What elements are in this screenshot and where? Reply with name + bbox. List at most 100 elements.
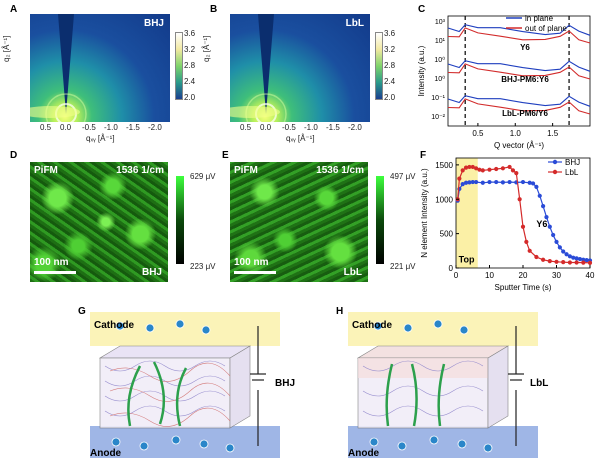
panel-g-cathode: Cathode [94, 320, 134, 331]
panel-f-series-1-point-16 [520, 224, 526, 229]
panel-f-series-0-point-31 [584, 257, 589, 263]
panel-b-cbar-tick-2: 2.8 [384, 61, 396, 70]
panel-b-x-tick-3: -1.0 [304, 123, 318, 132]
panel-d-letter: D [10, 150, 18, 161]
panel-a-x-axis-label: qₓᵧ [Å⁻¹] [86, 134, 115, 143]
panel-f-series-0-point-22 [554, 239, 559, 244]
panel-f-x-tick-3: 30 [552, 271, 561, 280]
panel-f-series-0-point-7 [480, 180, 485, 185]
panel-b-x-tick-4: -1.5 [326, 123, 340, 132]
panel-f-series-1-point-25 [574, 260, 579, 265]
panel-b-cbar-tick-3: 2.4 [384, 77, 396, 86]
panel-c-series-1-trace-2 [447, 98, 591, 115]
panel-b-y-axis-label: q₂ [Å⁻¹] [202, 35, 211, 62]
panel-d-wavenumber: 1536 1/cm [116, 165, 164, 176]
panel-a-label: BHJ [143, 18, 164, 29]
panel-f-series-0-point-15 [530, 181, 536, 186]
panel-c-y-tick-3: 10⁰ [434, 75, 445, 83]
panel-d-scale-bar [34, 271, 76, 274]
panel-f-series-1-point-12 [507, 164, 512, 170]
panel-b-colorbar [375, 32, 383, 100]
panel-f-series-0-point-30 [581, 257, 586, 262]
panel-f-series-1-point-14 [514, 171, 519, 176]
panel-f-y-tick-0: 0 [449, 264, 454, 273]
panel-c-annotation-2: LbL-PM6/Y6 [502, 109, 548, 118]
panel-c-y-axis-label: Intensity (a.u.) [418, 45, 426, 96]
panel-f-series-0-point-6 [474, 179, 479, 185]
panel-f-x-tick-1: 10 [485, 271, 494, 280]
panel-f-annotation-0: Y6 [536, 219, 547, 229]
panel-f-series-1-point-22 [554, 259, 559, 264]
panel-h-device-label: LbL [530, 378, 548, 389]
panel-a-x-tick-2: -0.5 [82, 123, 96, 132]
panel-f-x-axis-label: Sputter Time (s) [495, 283, 552, 292]
panel-f-x-tick-4: 40 [586, 271, 595, 280]
panel-d-scale-label: 100 nm [34, 257, 69, 268]
panel-c-legend-0: in plane [525, 14, 554, 23]
panel-f-series-0-point-29 [577, 256, 583, 262]
panel-b-cbar-tick-0: 3.6 [384, 29, 396, 38]
panel-c-series-0-trace-0 [447, 24, 591, 36]
panel-f-series-0-point-10 [500, 180, 505, 185]
panel-f-series-0-point-27 [571, 255, 576, 260]
panel-f-series-0-point-3 [463, 180, 469, 185]
panel-f-y-tick-1: 500 [440, 230, 454, 239]
panel-e-colorbar [376, 176, 384, 264]
panel-c-x-tick-1: 1.0 [510, 129, 522, 138]
panel-f-series-0-point-20 [547, 224, 552, 229]
panel-f-series-1-point-8 [480, 168, 485, 173]
panel-b-x-tick-0: 0.5 [240, 123, 252, 132]
panel-f-series-1-point-18 [527, 248, 532, 253]
panel-b-x-tick-5: -2.0 [348, 123, 362, 132]
panel-c-y-tick-0: 10³ [435, 19, 446, 26]
panel-b-x-tick-1: 0.0 [260, 123, 272, 132]
panel-f-series-1-point-11 [500, 166, 505, 171]
panel-f-x-tick-0: 0 [454, 271, 459, 280]
panel-f-series-0-point-5 [470, 179, 475, 185]
panel-a-cbar-tick-4: 2.0 [184, 93, 196, 102]
panel-c-y-tick-1: 10¹ [435, 38, 446, 45]
panel-e-wavenumber: 1536 1/cm [316, 165, 364, 176]
panel-e-sample: LbL [343, 267, 362, 278]
panel-d-tag: PiFM [34, 165, 58, 176]
panel-f-legend-1: LbL [565, 168, 579, 177]
panel-c-series-0-trace-2 [447, 95, 591, 107]
panel-b-cbar-tick-4: 2.0 [384, 93, 396, 102]
panel-f-series-1-point-7 [477, 167, 482, 172]
panel-c-y-tick-2: 10⁰ [434, 56, 445, 64]
panel-c-x-tick-2: 1.5 [547, 129, 559, 138]
panel-a-cbar-tick-1: 3.2 [184, 45, 196, 54]
panel-f-series-1-point-20 [541, 257, 546, 262]
panel-f-series-1-point-10 [494, 166, 499, 172]
panel-f-series-1-point-26 [581, 260, 586, 265]
panel-c-x-tick-0: 0.5 [472, 129, 484, 138]
panel-f-y-tick-2: 1000 [435, 195, 453, 204]
panel-f-series-1-point-19 [534, 254, 539, 260]
panel-f-series-0-point-2 [460, 182, 465, 187]
panel-f-series-0-point-18 [541, 204, 546, 209]
panel-b-x-axis-label: qₓᵧ [Å⁻¹] [286, 134, 315, 143]
panel-f-series-0-point-8 [487, 179, 492, 185]
panel-f-series-0-point-17 [537, 193, 542, 198]
panel-c-series-1-trace-0 [447, 27, 591, 44]
panel-a-x-tick-4: -1.5 [126, 123, 140, 132]
panel-f-series-0-point-14 [527, 180, 532, 185]
panel-e-cbar-max: 497 μV [390, 172, 416, 181]
panel-f-letter: F [420, 150, 427, 161]
panel-f-series-0-point-25 [564, 252, 569, 257]
panel-a-cbar-tick-2: 2.8 [184, 61, 196, 70]
panel-e-scale-label: 100 nm [234, 257, 269, 268]
panel-b-x-tick-2: -0.5 [282, 123, 296, 132]
panel-f-series-1-point-23 [561, 260, 566, 265]
panel-a-letter: A [10, 4, 18, 15]
panel-f-series-0-point-4 [467, 180, 472, 185]
panel-c-annotation-1: BHJ-PM6:Y6 [501, 75, 549, 84]
panel-f-series-1-point-6 [474, 166, 479, 171]
panel-h-cathode: Cathode [352, 320, 392, 331]
panel-f-series-0-point-24 [561, 249, 566, 254]
panel-g-letter: G [78, 306, 86, 317]
panel-b-gisaxs: LbL [230, 14, 370, 122]
panel-c-letter: C [418, 4, 426, 15]
panel-e-tag: PiFM [234, 165, 258, 176]
panel-c-y-tick-4: 10⁻¹ [431, 95, 445, 102]
